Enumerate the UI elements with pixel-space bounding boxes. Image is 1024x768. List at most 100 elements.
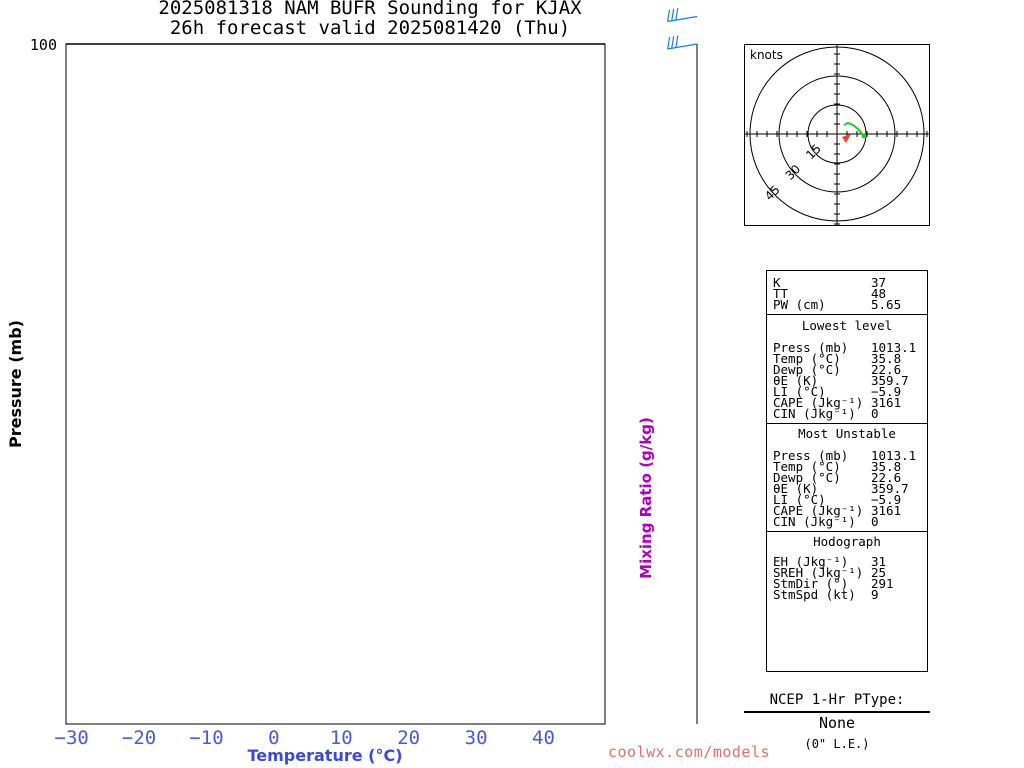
storm-motion-marker	[842, 134, 851, 143]
ptype-note: (0" L.E.)	[804, 737, 870, 751]
index-row: CIN (Jkg⁻¹) 0	[773, 406, 923, 421]
index-row: Press (mb) 1013.1	[773, 448, 923, 463]
index-value: 1013.1	[871, 448, 917, 463]
dry-adiabat	[373, 44, 375, 45]
index-label: Temp (°C)	[773, 459, 841, 474]
index-label: EH (Jkg⁻¹)	[773, 554, 849, 569]
temperature-tick-label: 20	[397, 727, 420, 749]
index-row: CAPE (Jkg⁻¹) 3161	[773, 395, 923, 410]
index-value: 22.6	[871, 470, 902, 485]
temperature-tick-label: 10	[330, 727, 353, 749]
index-section-title: Most Unstable	[798, 426, 896, 441]
index-label: CIN (Jkg⁻¹)	[773, 514, 856, 529]
dry-adiabat	[408, 44, 410, 45]
index-label: Dewp (°C)	[773, 470, 841, 485]
x-axis-title: Temperature (°C)	[247, 746, 402, 765]
barb-flag	[667, 9, 671, 22]
index-label: LI (°C)	[773, 492, 826, 507]
hodo-trace	[843, 121, 865, 137]
dry-adiabat	[548, 44, 550, 45]
index-value: 0	[871, 406, 879, 421]
index-row: K 37	[773, 275, 923, 290]
barb-flag	[675, 35, 679, 48]
index-row: StmSpd (kt) 9	[773, 587, 923, 602]
index-row: Temp (°C) 35.8	[773, 351, 923, 366]
index-label: Temp (°C)	[773, 351, 841, 366]
y-axis-title: Pressure (mb)	[6, 320, 25, 448]
index-section-title: Lowest level	[801, 318, 893, 333]
index-value: 5.65	[871, 297, 902, 312]
dry-adiabat	[688, 0, 740, 44]
dry-adiabat	[583, 44, 585, 45]
index-row: CAPE (Jkg⁻¹) 3161	[773, 504, 923, 517]
temperature-tick-label: −30	[55, 727, 89, 749]
hodo-unit: knots	[750, 48, 783, 62]
index-label: CAPE (Jkg⁻¹)	[773, 395, 864, 410]
indices-panel: K 37 TT 48 PW (cm) 5.65 Lowest level Press (mb)…	[766, 270, 928, 672]
index-value: −5.9	[871, 384, 902, 399]
index-label: CIN (Jkg⁻¹)	[773, 406, 856, 421]
plot-frame	[65, 43, 606, 725]
dry-adiabat	[618, 0, 740, 44]
index-row: Temp (°C) 35.8	[773, 459, 923, 474]
index-value: 359.7	[871, 481, 909, 496]
index-row: Press (mb) 1013.1	[773, 341, 923, 354]
index-divider	[767, 531, 927, 532]
index-label: Press (mb)	[773, 448, 849, 463]
isotherm	[388, 44, 389, 45]
barb-shaft	[667, 43, 698, 50]
index-value: −5.9	[871, 492, 902, 507]
index-value: 35.8	[871, 459, 902, 474]
temperature-tick-label: −10	[189, 727, 223, 749]
dry-adiabat	[478, 44, 480, 45]
dry-adiabat	[653, 0, 740, 44]
barb-shaft	[667, 15, 698, 23]
index-label: Dewp (°C)	[773, 362, 841, 377]
index-label: StmSpd (kt)	[773, 587, 856, 602]
temperature-tick-label: 0	[268, 727, 279, 749]
index-label: LI (°C)	[773, 384, 826, 399]
index-row: PW (cm) 5.65	[773, 297, 923, 312]
index-section-title: Hodograph	[813, 534, 881, 549]
index-label: K	[773, 275, 781, 290]
index-row: Dewp (°C) 22.6	[773, 362, 923, 377]
index-label: θE (K)	[773, 481, 819, 496]
index-divider	[767, 314, 927, 315]
index-row: θE (K) 359.7	[773, 481, 923, 496]
index-divider	[767, 423, 927, 424]
index-value: 35.8	[871, 351, 902, 366]
index-value: 3161	[871, 395, 902, 410]
isotherm	[523, 44, 524, 45]
index-value: 359.7	[871, 373, 909, 388]
index-value: 9	[871, 587, 879, 602]
index-value: 25	[871, 565, 887, 580]
dry-adiabat	[443, 44, 445, 45]
dry-adiabat	[723, 0, 740, 44]
isotherm	[590, 44, 591, 45]
index-row: TT 48	[773, 286, 923, 301]
index-row: LI (°C) −5.9	[773, 492, 923, 507]
mixing-ratio-title: Mixing Ratio (g/kg)	[637, 417, 655, 579]
index-value: 0	[871, 514, 879, 529]
barb-flag	[671, 8, 675, 21]
pressure-tick-label: 100	[30, 36, 57, 54]
index-label: PW (cm)	[773, 297, 826, 312]
chart-title-line1: 2025081318 NAM BUFR Sounding for KJAX	[158, 0, 582, 19]
ptype-title: NCEP 1-Hr PType:	[769, 692, 905, 708]
index-value: 48	[871, 286, 887, 301]
chart-title-line2: 26h forecast valid 2025081420 (Thu)	[169, 17, 571, 39]
credit-link[interactable]: coolwx.com/models	[608, 743, 771, 761]
index-label: TT	[773, 286, 789, 301]
wind-barb	[667, 7, 698, 23]
wind-barb	[667, 35, 698, 50]
temperature-tick-label: 40	[532, 727, 555, 749]
isotherm	[725, 0, 740, 44]
barb-flag	[671, 36, 675, 49]
ptype-value: None	[818, 714, 856, 732]
barb-flag	[667, 36, 671, 50]
temperature-tick-label: 30	[465, 727, 488, 749]
index-value: 291	[871, 576, 894, 591]
isotherm	[455, 44, 457, 45]
index-value: 22.6	[871, 362, 902, 377]
hodo-endpoint	[861, 133, 867, 139]
